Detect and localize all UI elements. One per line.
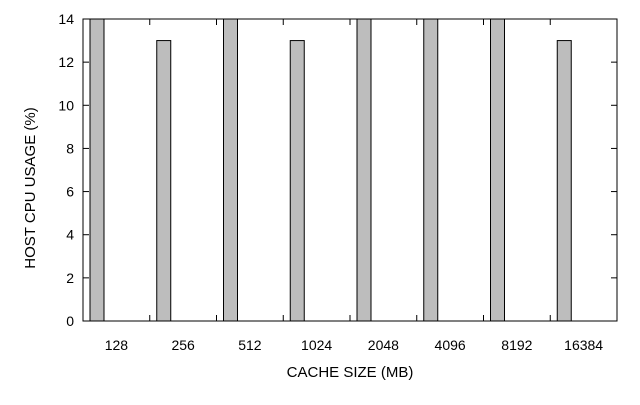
bar-2048: [356, 18, 372, 322]
y-tick-label: 12: [58, 54, 74, 70]
bar-256: [156, 40, 172, 322]
y-tick-label: 0: [66, 313, 74, 329]
x-tick-label: 16384: [564, 337, 603, 353]
x-tick-label: 8192: [501, 337, 532, 353]
bar-16384: [556, 40, 572, 322]
bar-512: [223, 18, 238, 322]
y-tick-label: 14: [58, 11, 74, 27]
bar-1024: [289, 40, 305, 322]
y-tick-label: 2: [66, 270, 74, 286]
y-axis-title: HOST CPU USAGE (%): [22, 107, 39, 268]
x-tick-label: 128: [105, 337, 129, 353]
x-tick-label: 512: [238, 337, 262, 353]
x-tick-label: 2048: [368, 337, 399, 353]
y-axis: 0 2 4 6 8 10 12 14: [58, 11, 617, 329]
bar-4096: [423, 18, 439, 322]
bars-group: [89, 18, 572, 322]
y-tick-label: 8: [66, 140, 74, 156]
x-axis-title: CACHE SIZE (MB): [287, 364, 414, 381]
x-tick-label: 4096: [435, 337, 466, 353]
x-axis: 128 256 512 1024 2048 4096 8192 16384: [105, 19, 618, 353]
y-tick-label: 6: [66, 184, 74, 200]
x-tick-label: 256: [171, 337, 195, 353]
y-tick-label: 4: [66, 227, 74, 243]
y-tick-label: 10: [58, 97, 74, 113]
bar-128: [89, 18, 105, 322]
x-tick-label: 1024: [301, 337, 332, 353]
bar-8192: [490, 18, 505, 322]
